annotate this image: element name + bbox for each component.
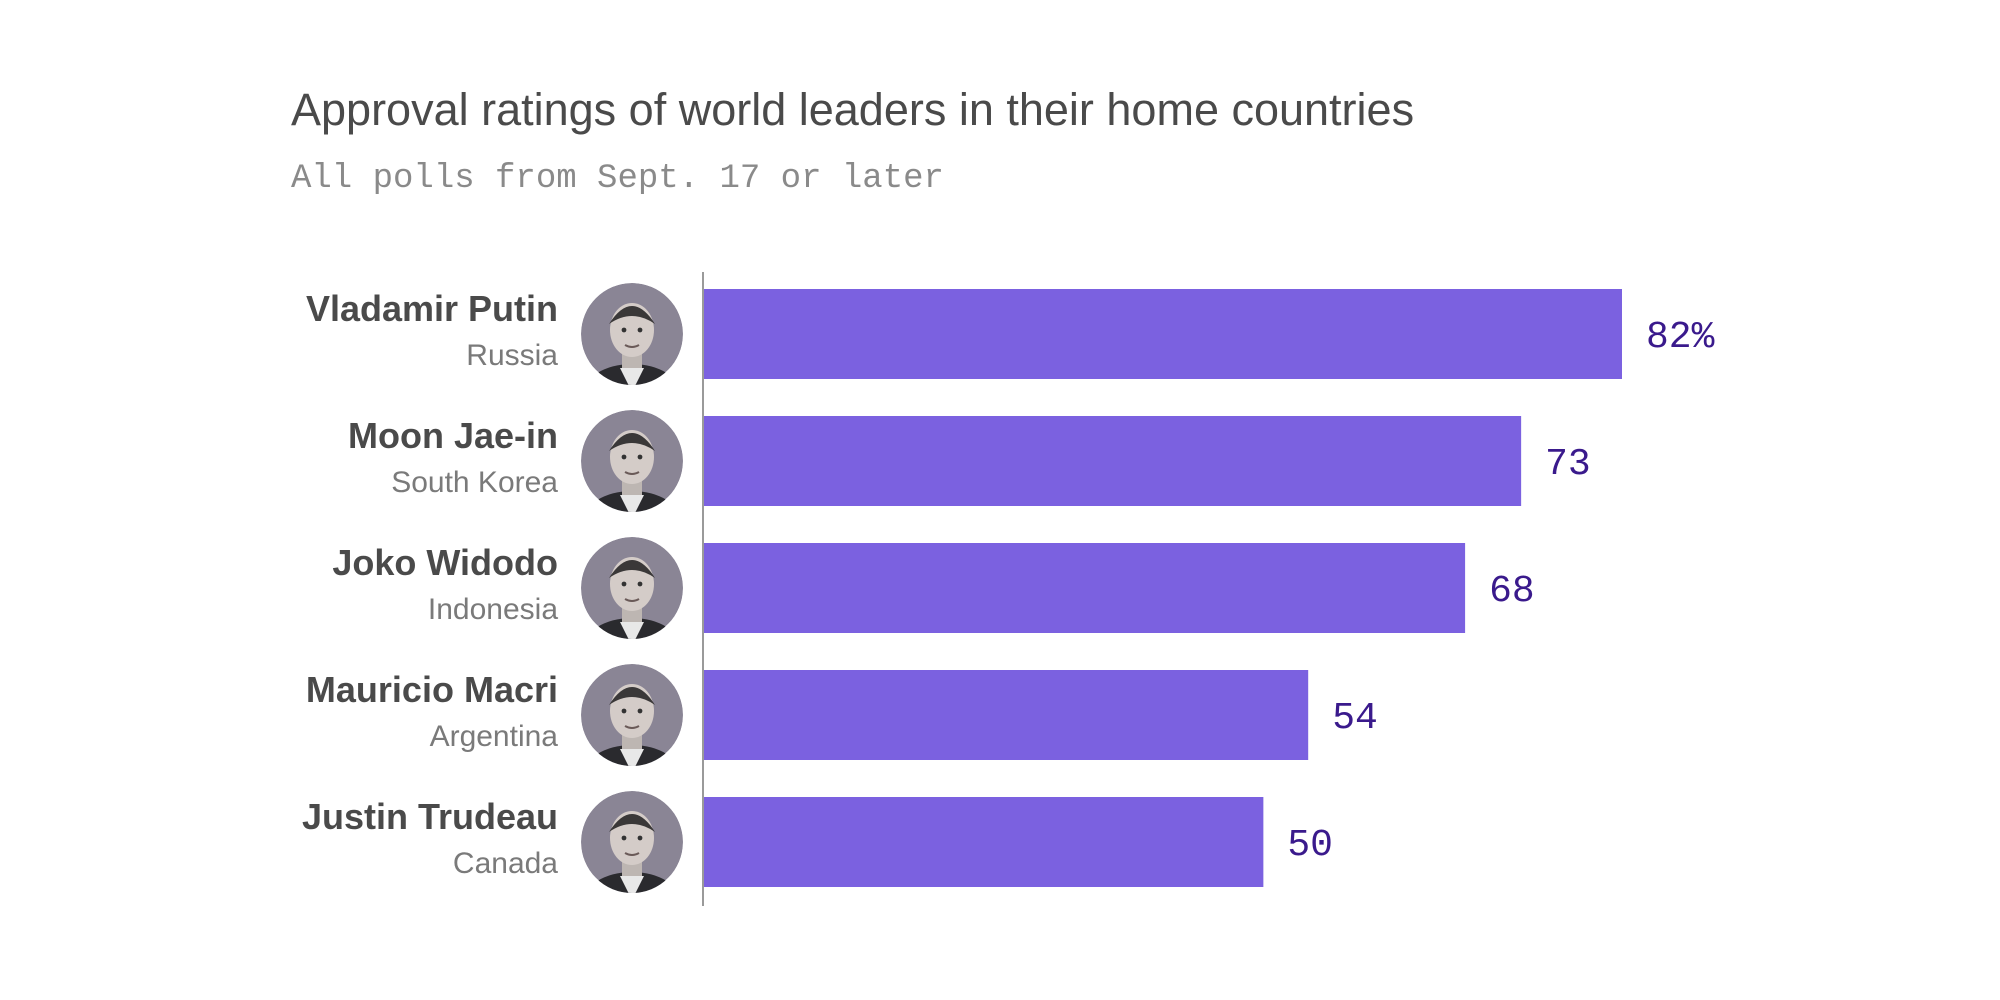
leader-name-moon-jae-in: Moon Jae-in <box>348 415 558 456</box>
bar-vladamir-putin <box>703 289 1622 379</box>
country-label-moon-jae-in: South Korea <box>391 466 558 499</box>
country-label-mauricio-macri: Argentina <box>430 720 559 753</box>
portrait-moon-icon <box>581 410 683 512</box>
bar-joko-widodo <box>703 543 1466 633</box>
value-label-justin-trudeau: 50 <box>1287 824 1333 867</box>
value-label-vladamir-putin: 82% <box>1646 316 1715 359</box>
value-label-moon-jae-in: 73 <box>1545 443 1591 486</box>
leader-name-vladamir-putin: Vladamir Putin <box>306 288 558 329</box>
value-label-mauricio-macri: 54 <box>1332 697 1378 740</box>
country-label-vladamir-putin: Russia <box>466 339 558 372</box>
bar-mauricio-macri <box>703 670 1309 760</box>
leader-name-joko-widodo: Joko Widodo <box>332 542 558 583</box>
chart-subtitle: All polls from Sept. 17 or later <box>291 160 944 198</box>
chart-title: Approval ratings of world leaders in the… <box>291 84 1415 135</box>
value-label-joko-widodo: 68 <box>1489 570 1535 613</box>
leader-name-justin-trudeau: Justin Trudeau <box>302 796 558 837</box>
leader-name-mauricio-macri: Mauricio Macri <box>306 669 558 710</box>
bar-moon-jae-in <box>703 416 1522 506</box>
country-label-joko-widodo: Indonesia <box>428 593 558 626</box>
portrait-trudeau-icon <box>581 791 683 893</box>
portrait-putin-icon <box>581 283 683 385</box>
country-label-justin-trudeau: Canada <box>453 847 558 880</box>
bar-justin-trudeau <box>703 797 1264 887</box>
portrait-macri-icon <box>581 664 683 766</box>
portrait-widodo-icon <box>581 537 683 639</box>
